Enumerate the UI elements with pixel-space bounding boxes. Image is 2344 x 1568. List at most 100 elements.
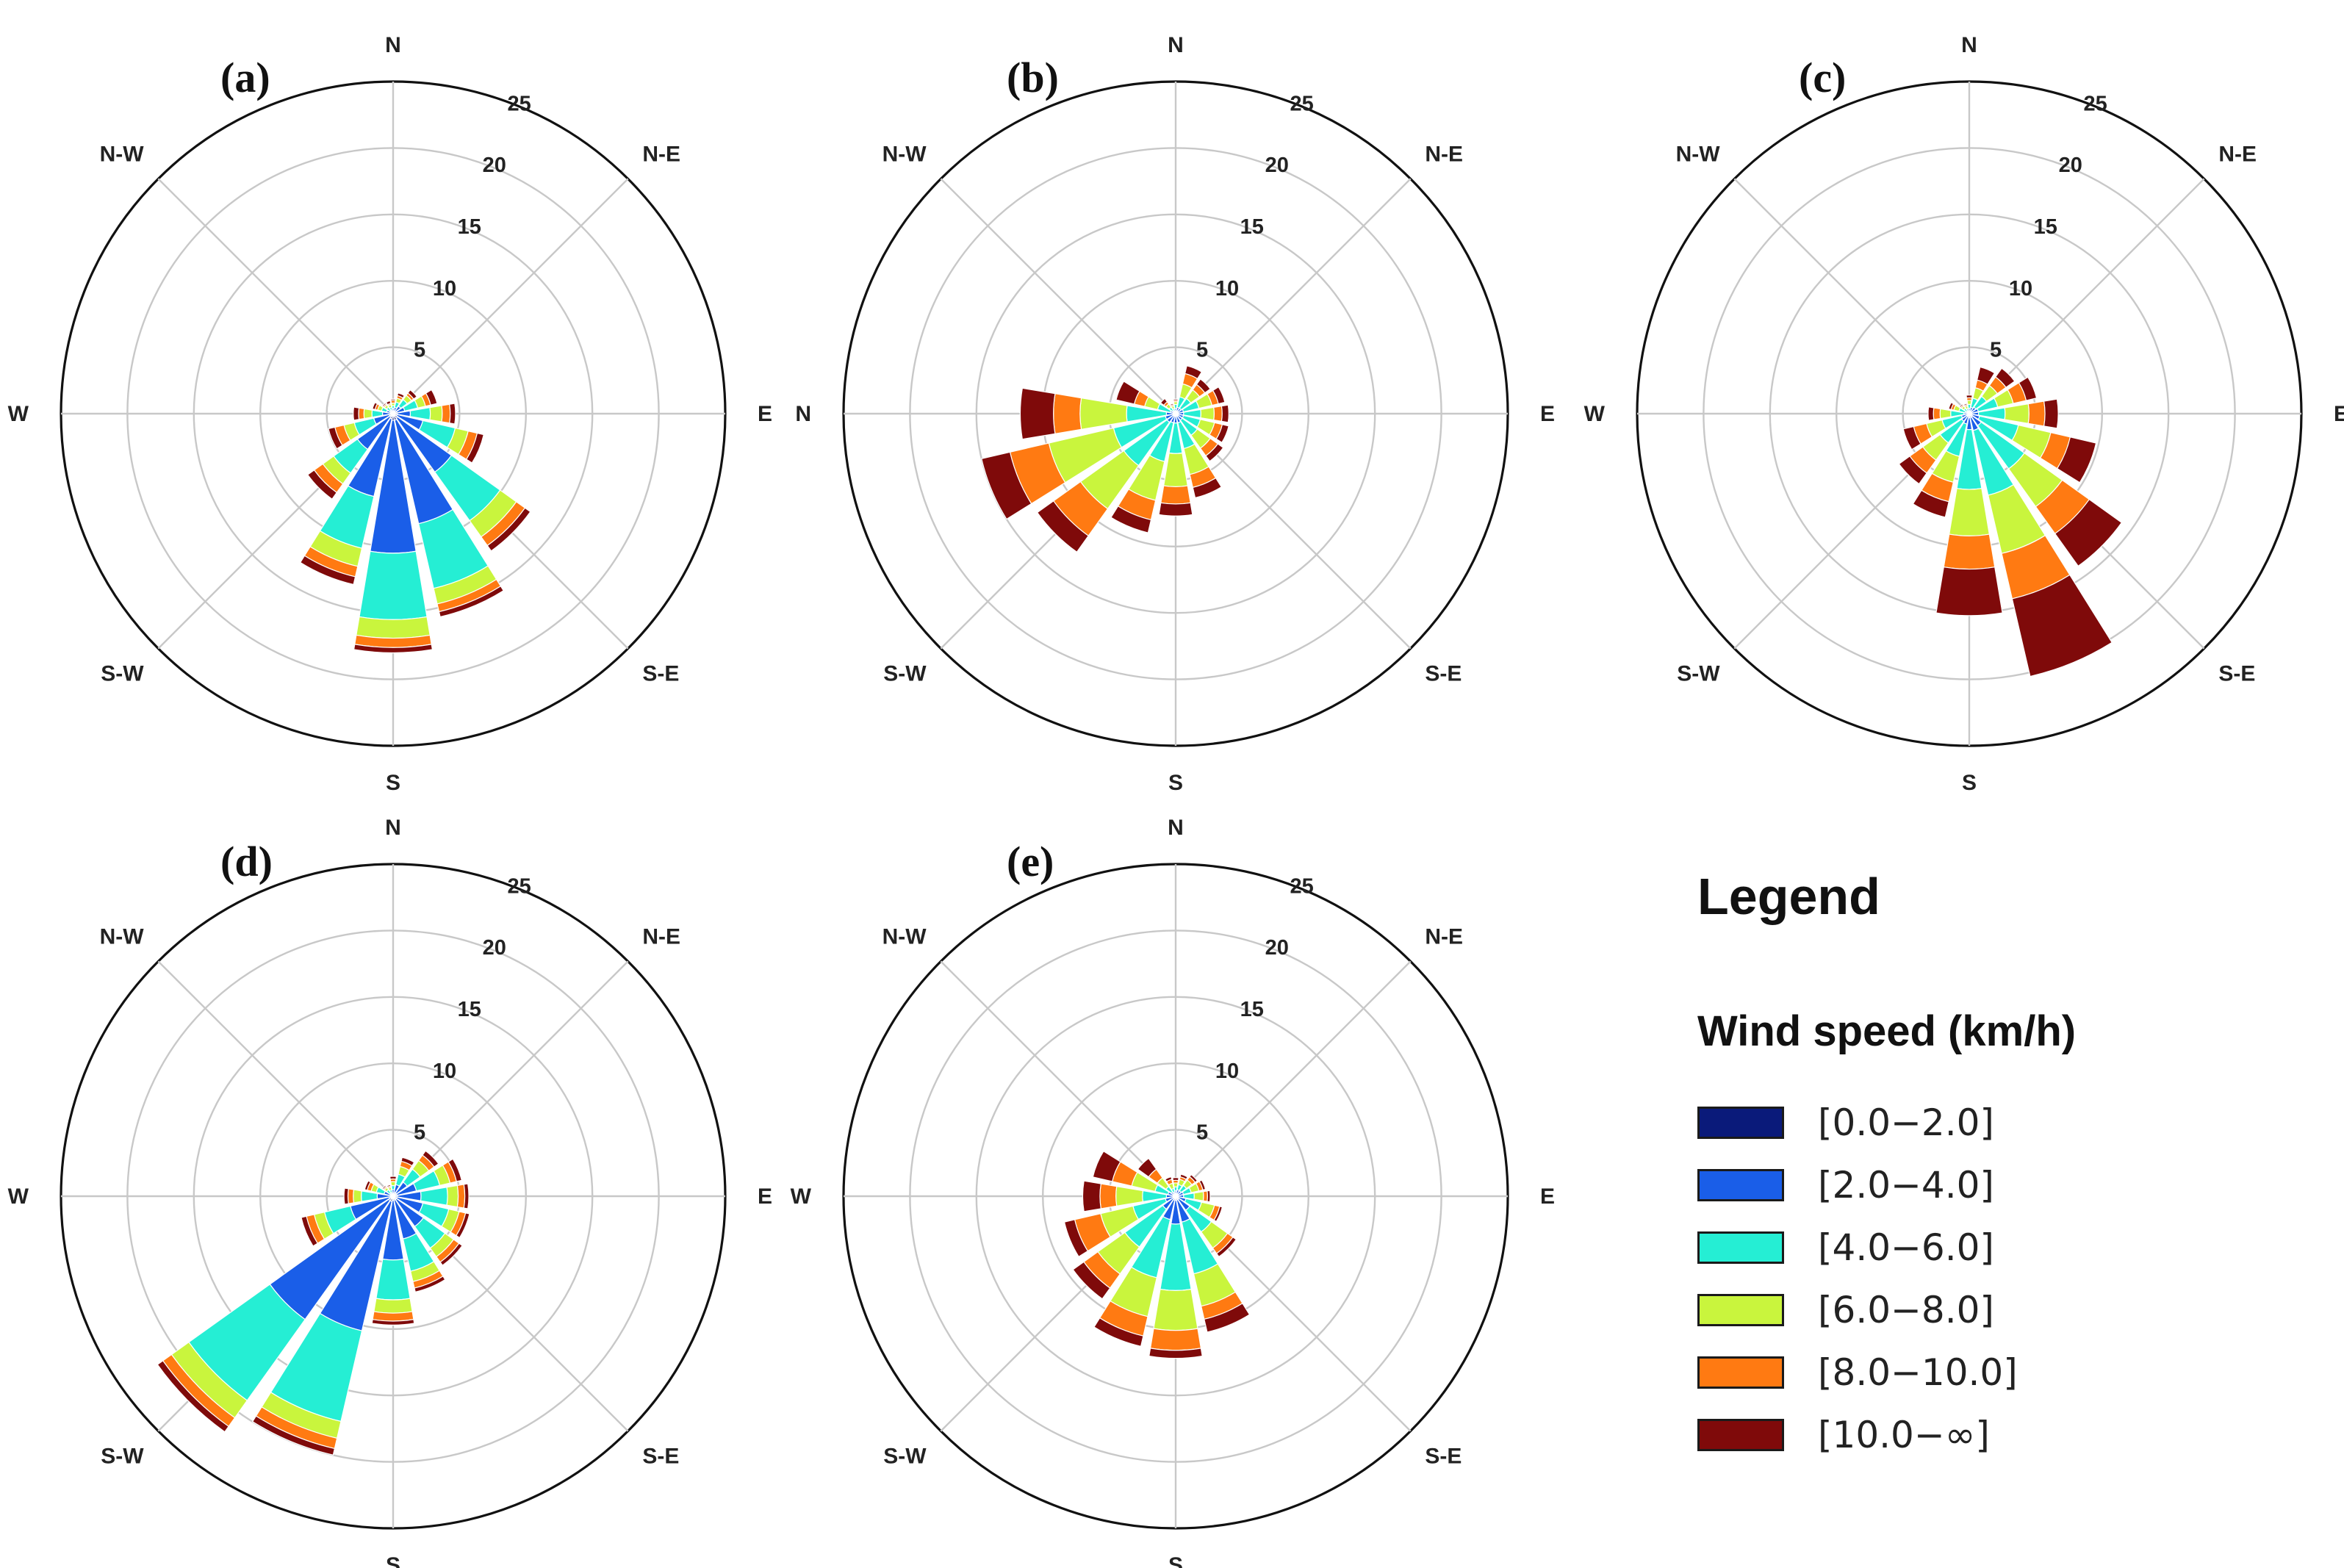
wedge-e-bin-5 xyxy=(1220,404,1229,423)
wedge-e-bin-4 xyxy=(1213,405,1223,422)
direction-label-n: N xyxy=(1168,33,1184,57)
grid-spoke xyxy=(1175,960,1412,1197)
windrose-panel-4: 5 10 15 20 25 N N-E E S-E S S-W W N-W (e) xyxy=(791,816,1555,1568)
wedge-sse-bin-5 xyxy=(438,585,505,618)
wedge-s-bin-4 xyxy=(372,1311,414,1322)
legend-label-bin-0: [0.0−2.0] xyxy=(1818,1101,1994,1144)
wedge-s-bin-5 xyxy=(1148,1348,1203,1359)
ring-label-5: 5 xyxy=(1196,339,1208,362)
panel-label: (a) xyxy=(220,54,270,101)
wedge-ssw-bin-5 xyxy=(1110,505,1152,533)
panel-label: (e) xyxy=(1007,838,1054,885)
direction-label-s-e: S-E xyxy=(1425,662,1462,686)
wedge-w-bin-5 xyxy=(1019,387,1056,440)
windrose-panel-1: 5 10 15 20 25 N N-E E S-E S S-W N N-W (b) xyxy=(795,33,1555,795)
legend-label-bin-3: [6.0−8.0] xyxy=(1818,1289,1994,1331)
wedge-se-bin-5 xyxy=(486,507,531,552)
legend-swatch-bin-2 xyxy=(1697,1231,1784,1264)
direction-label-n-w: N-W xyxy=(882,142,927,166)
ring-label-20: 20 xyxy=(2059,154,2082,177)
ring-label-10: 10 xyxy=(433,277,456,301)
ring-label-10: 10 xyxy=(1215,1060,1239,1083)
wedge-s-bin-3 xyxy=(373,1298,413,1314)
wedge-s-bin-4 xyxy=(1160,485,1191,505)
wedge-w-bin-5 xyxy=(1082,1180,1102,1212)
wedge-s-bin-5 xyxy=(371,1318,415,1326)
ring-label-25: 25 xyxy=(2083,92,2107,115)
legend-item-bin-5: [10.0−∞] xyxy=(1697,1413,1990,1457)
wedge-ene-bin-5 xyxy=(447,1158,463,1182)
direction-label-s-e: S-E xyxy=(2218,662,2255,686)
ring-label-25: 25 xyxy=(507,874,531,898)
direction-label-s: S xyxy=(1168,771,1183,795)
wedge-sse-bin-5 xyxy=(1192,477,1223,499)
wedge-nw-bin-5 xyxy=(381,1184,387,1190)
wedge-ssw-bin-5 xyxy=(1912,489,1949,518)
direction-label-s: S xyxy=(1168,1553,1183,1568)
panel-label: (d) xyxy=(220,838,273,885)
direction-label-n: N xyxy=(795,402,811,426)
wedge-n-bin-5 xyxy=(1173,398,1179,401)
wedge-e-bin-3 xyxy=(446,1184,459,1208)
legend-label-bin-1: [2.0−4.0] xyxy=(1818,1164,1994,1206)
wedge-sse-bin-5 xyxy=(1204,1302,1251,1333)
wedge-ese-bin-5 xyxy=(465,432,485,464)
direction-label-n-w: N-W xyxy=(882,924,927,949)
wedge-e-bin-5 xyxy=(2043,398,2059,429)
panel-label: (c) xyxy=(1799,54,1846,101)
direction-label-n-e: N-E xyxy=(1425,924,1463,949)
direction-label-e: E xyxy=(1540,1184,1555,1209)
wedge-wsw-bin-5 xyxy=(301,1215,319,1247)
legend-item-bin-0: [0.0−2.0] xyxy=(1697,1101,1994,1145)
wedge-e-bin-5 xyxy=(1207,1190,1211,1203)
wedge-w-bin-4 xyxy=(1933,407,1941,420)
wedge-e-bin-3 xyxy=(429,405,443,422)
windrose-panel-2: 5 10 15 20 25 N N-E E S-E S S-W W N-W (c) xyxy=(1584,33,2344,795)
direction-label-n: N xyxy=(1961,33,1977,57)
legend-swatch-bin-0 xyxy=(1697,1107,1784,1139)
wedge-e-bin-3 xyxy=(2004,403,2030,425)
direction-label-s-e: S-E xyxy=(1425,1445,1462,1469)
wedge-e-bin-3 xyxy=(1200,406,1215,421)
direction-label-n: N xyxy=(385,33,401,57)
wedge-w-bin-4 xyxy=(1099,1183,1118,1209)
wedge-s-bin-4 xyxy=(1943,533,1996,570)
ring-label-15: 15 xyxy=(458,998,481,1021)
ring-label-20: 20 xyxy=(1265,936,1289,960)
direction-label-e: E xyxy=(758,1184,772,1209)
wedge-nw-bin-5 xyxy=(1958,403,1964,409)
wedge-ssw-bin-5 xyxy=(1093,1317,1144,1348)
wedge-nne-bin-5 xyxy=(400,1157,415,1167)
wedge-w-bin-4 xyxy=(358,407,365,420)
ring-label-15: 15 xyxy=(2034,215,2057,239)
wedge-sw-bin-5 xyxy=(1898,455,1928,485)
legend-swatch-bin-4 xyxy=(1697,1356,1784,1389)
legend-item-bin-2: [4.0−6.0] xyxy=(1697,1226,1994,1270)
direction-label-n: N xyxy=(1168,816,1184,840)
wedge-s-bin-2 xyxy=(375,1258,411,1301)
wedge-w-bin-5 xyxy=(1927,406,1935,421)
wedge-nnw-bin-5 xyxy=(1164,1176,1173,1182)
grid-spoke xyxy=(1175,178,1412,414)
wedge-ssw-bin-5 xyxy=(251,1415,336,1456)
wedge-wsw-bin-5 xyxy=(1063,1219,1089,1258)
direction-label-e: E xyxy=(758,402,772,426)
wedge-se-bin-5 xyxy=(1205,443,1224,462)
direction-label-s-w: S-W xyxy=(101,662,144,686)
wedge-s-bin-5 xyxy=(1935,566,2003,616)
direction-label-n-e: N-E xyxy=(642,924,680,949)
wedge-n-bin-3 xyxy=(1173,1182,1179,1188)
direction-label-s-w: S-W xyxy=(883,662,927,686)
direction-label-s-w: S-W xyxy=(883,1445,927,1469)
ring-label-10: 10 xyxy=(433,1060,456,1083)
ring-label-5: 5 xyxy=(1990,339,2002,362)
ring-label-10: 10 xyxy=(2009,277,2032,301)
wedge-wnw-bin-5 xyxy=(372,401,378,410)
wedge-sw-bin-5 xyxy=(1036,500,1090,553)
wedge-e-bin-5 xyxy=(463,1183,470,1209)
direction-label-n-e: N-E xyxy=(2218,142,2257,166)
wedge-s-bin-3 xyxy=(1948,487,1991,536)
wedge-s-bin-3 xyxy=(356,616,431,639)
grid-spoke xyxy=(392,178,629,414)
direction-label-s-w: S-W xyxy=(1677,662,1720,686)
